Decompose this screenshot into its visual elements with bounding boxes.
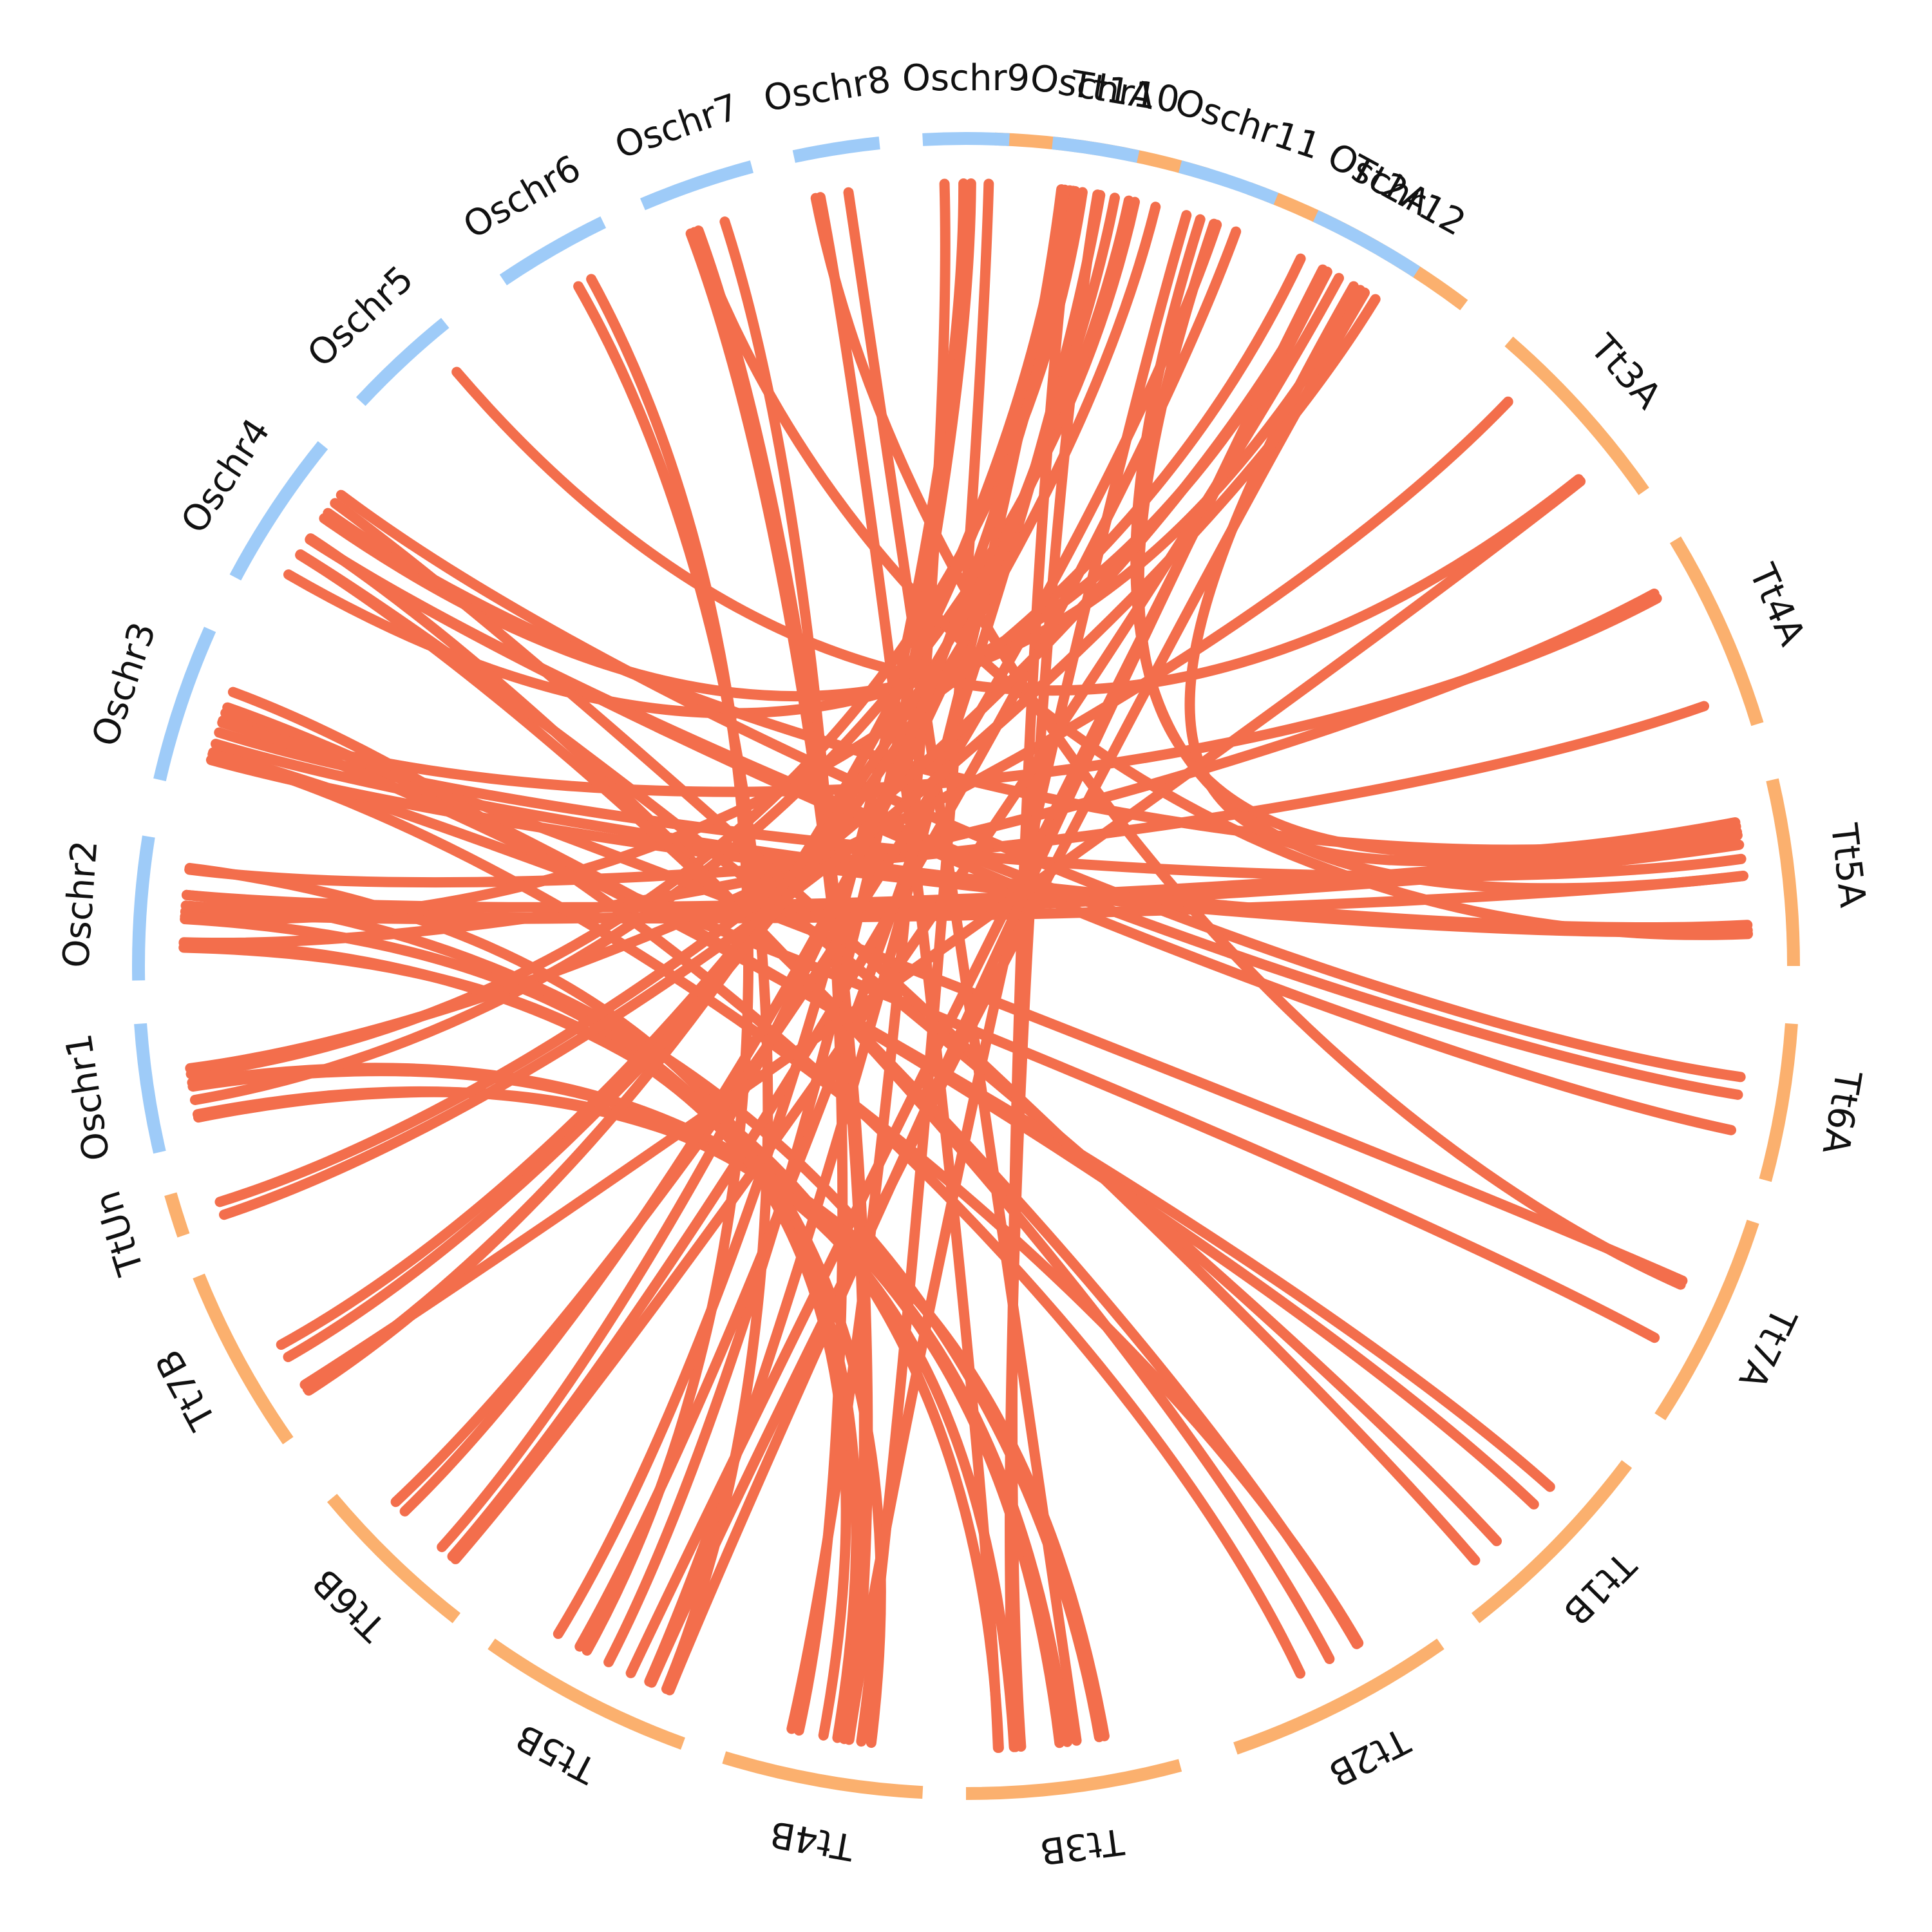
link-oschr3-tt1b: [222, 702, 1539, 1510]
chromosome-label-ttun: TtUn: [86, 1186, 152, 1280]
chromosome-label-oschr9: Oschr9: [902, 57, 1030, 99]
chromosome-label-oschr3: Oschr3: [84, 617, 165, 752]
link-oschr9-tt5b: [553, 178, 969, 1639]
chromosome-arc-tt3a: [1504, 336, 1649, 495]
chromosome-arc-oschr3: [153, 627, 216, 782]
chromosome-label-oschr11: Oschr11: [1170, 80, 1325, 168]
link-oschr10-tt3b: [1007, 185, 1079, 1752]
link-oschr8-tt3b: [843, 187, 1082, 1746]
chromosome-label-tt5a: Tt5A: [1823, 821, 1873, 910]
chromosome-arc-tt5b: [488, 1638, 685, 1750]
link-oschr6-tt5b: [573, 281, 773, 1694]
chromosome-label-tt6a: Tt6A: [1814, 1067, 1870, 1157]
chromosome-label-oschr2: Oschr2: [55, 839, 106, 969]
link-tt7b-tt3a: [299, 476, 1586, 1390]
chromosome-arc-ttun: [164, 1192, 190, 1238]
chromosome-arc-oschr10: [1052, 137, 1140, 163]
chromosome-arc-oschr12: [1312, 210, 1421, 278]
chromosome-label-tt3b: Tt3B: [1037, 1820, 1127, 1873]
chromosome-label-tt2b: Tt2B: [1322, 1719, 1416, 1794]
chromosome-label-oschr7: Oschr7: [610, 86, 744, 167]
chromosome-label-oschr1: Oschr1: [58, 1031, 118, 1164]
chromosome-label-tt4b: Tt4B: [767, 1812, 858, 1868]
synteny-links: [178, 178, 1753, 1753]
chromosome-arc-tt3b: [965, 1759, 1182, 1800]
chromosome-label-tt7b: Tt7B: [147, 1343, 225, 1437]
link-oschr2-tt2a: [180, 253, 1306, 924]
chromosome-arc-tt5a: [1766, 778, 1801, 967]
chromosome-arc-tt6b: [327, 1493, 461, 1624]
link-oschr4-tt1b: [330, 498, 1481, 1566]
chromosome-label-tt5b: Tt5B: [509, 1716, 603, 1792]
chromosome-label-tt1b: Tt1B: [1555, 1543, 1643, 1633]
link-tt6b-tt1a: [437, 185, 1081, 1553]
link-oschr4-tt6a: [336, 489, 1746, 1083]
chromosome-label-tt7a: Tt7A: [1730, 1301, 1804, 1395]
link-oschr12-tt5b: [664, 264, 1328, 1696]
chromosome-label-oschr6: Oschr6: [457, 147, 588, 247]
chromosome-arc-tt7a: [1654, 1220, 1759, 1421]
link-oschr12-tt5a: [1184, 281, 1741, 867]
chromosome-arc-oschr9: [922, 132, 1010, 146]
chromosome-arc-tt1b: [1471, 1460, 1633, 1624]
link-oschr8-tt3b: [815, 192, 1003, 1753]
chromosome-arc-tt2b: [1233, 1638, 1444, 1755]
chromosome-arc-oschr7: [639, 160, 753, 211]
chromosome-arc-oschr6: [499, 216, 607, 285]
chromosome-arc-tt6a: [1759, 1023, 1798, 1182]
chromosome-arc-oschr5: [355, 317, 450, 406]
chromosome-ideograms: [132, 132, 1801, 1800]
link-oschr3-tt7a: [208, 747, 1660, 1343]
chromosome-label-tt6b: Tt6B: [305, 1560, 395, 1649]
link-tt7b-tt1a: [276, 195, 1134, 1350]
chromosome-label-oschr8: Oschr8: [761, 59, 893, 120]
chromosome-label-oschr10: Oschr10: [1027, 57, 1182, 122]
link-oschr12-tt6b: [450, 272, 1344, 1564]
link-oschr12-tt5b: [646, 287, 1370, 1688]
chromosome-arc-oschr1: [134, 1023, 166, 1154]
link-oschr4-tt2b: [295, 549, 1362, 1649]
chromosome-arc-oschr4: [229, 441, 328, 581]
chromosome-arc-tt4b: [722, 1751, 923, 1799]
chromosome-arc-oschr8: [792, 137, 880, 163]
link-oschr4-tt6a: [305, 534, 1736, 1135]
chromosome-arc-oschr2: [132, 835, 155, 981]
chromosome-arc-oschr11: [1179, 160, 1279, 205]
link-tt7b-tt1a: [283, 202, 1161, 1363]
chromosome-arc-tt7b: [193, 1273, 294, 1444]
link-oschr9-tt5b: [603, 178, 976, 1667]
link-ttun-tt2a: [214, 267, 1332, 1208]
chromosome-label-tt3a: Tt3A: [1582, 327, 1669, 417]
link-oschr11-tt6b: [390, 220, 1222, 1508]
link-oschr4-tt1b: [295, 549, 1502, 1546]
chromosome-arc-tt4a: [1669, 536, 1764, 726]
chromosome-label-tt4a: Tt4A: [1741, 558, 1814, 652]
